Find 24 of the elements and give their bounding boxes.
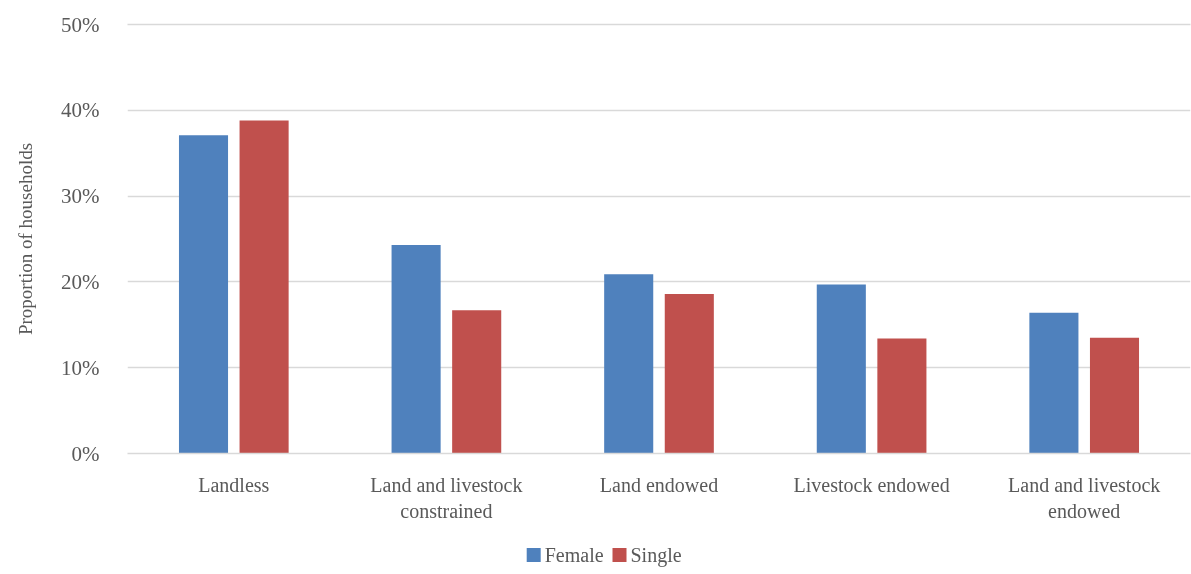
legend-label: Single [630,544,682,567]
bar [816,284,866,454]
x-tick-label: Land endowed [599,473,719,496]
y-tick-label: 10% [61,355,100,380]
bar [178,135,229,454]
x-tick-label: Livestock endowed [793,473,950,496]
bar [877,338,927,454]
bar [391,245,441,454]
bar [1089,337,1140,454]
legend-label: Female [544,544,604,566]
y-tick-label: 30% [61,184,100,209]
bar [664,293,714,454]
bar [452,310,502,454]
x-tick-label: Land and livestock endowed [1008,473,1161,522]
bar [1029,312,1079,454]
x-tick-label: Landless [198,473,270,496]
x-tick-label: Land and livestock constrained [370,473,523,522]
y-tick-label: 20% [61,269,100,294]
bar [239,120,289,454]
y-tick-label: 50% [61,12,100,37]
y-axis-title: Proportion of households [15,142,37,336]
y-tick-label: 40% [61,98,100,123]
bar [604,274,654,454]
y-tick-label: 0% [71,441,100,466]
